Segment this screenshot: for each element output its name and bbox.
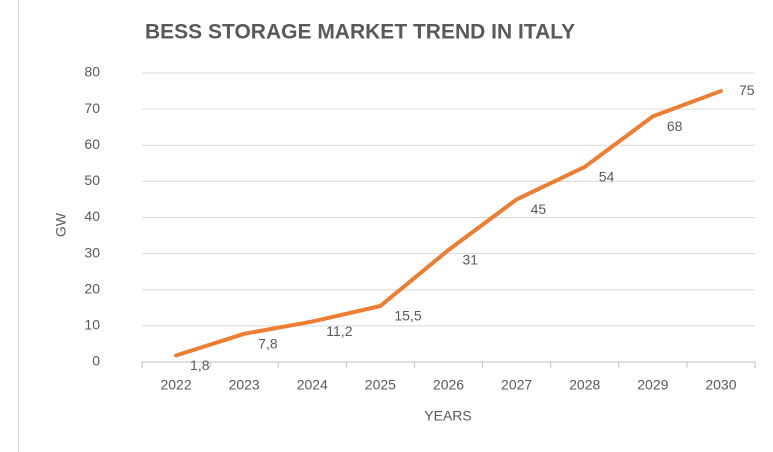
x-tick-label: 2028 (569, 377, 600, 393)
chart-frame (18, 0, 773, 452)
y-tick-label: 80 (84, 64, 100, 80)
data-label: 31 (463, 252, 479, 268)
y-tick-label: 10 (84, 317, 100, 333)
y-axis-label: GW (53, 212, 69, 237)
y-tick-label: 70 (84, 100, 100, 116)
x-tick-label: 2023 (229, 377, 260, 393)
x-tick-label: 2029 (637, 377, 668, 393)
y-tick-label: 0 (92, 353, 100, 369)
data-label: 15,5 (394, 308, 421, 324)
x-tick-label: 2025 (365, 377, 396, 393)
y-tick-label: 40 (84, 208, 100, 224)
y-tick-label: 30 (84, 244, 100, 260)
data-label: 68 (667, 118, 683, 134)
x-axis-label: YEARS (424, 408, 471, 424)
data-label: 11,2 (326, 323, 352, 339)
data-label: 7,8 (258, 336, 278, 352)
x-tick-label: 2024 (297, 377, 328, 393)
y-tick-label: 20 (84, 280, 100, 296)
data-label: 75 (739, 82, 755, 98)
x-tick-label: 2026 (433, 377, 464, 393)
chart-title: BESS STORAGE MARKET TREND IN ITALY (145, 21, 575, 44)
y-tick-label: 50 (84, 172, 100, 188)
data-label: 45 (531, 201, 547, 217)
line (174, 89, 723, 358)
x-tick-label: 2027 (501, 377, 532, 393)
data-label: 54 (599, 169, 615, 185)
y-tick-label: 60 (84, 136, 100, 152)
x-tick-label: 2030 (705, 377, 736, 393)
data-label: 1,8 (190, 357, 210, 373)
x-tick-label: 2022 (160, 377, 191, 393)
